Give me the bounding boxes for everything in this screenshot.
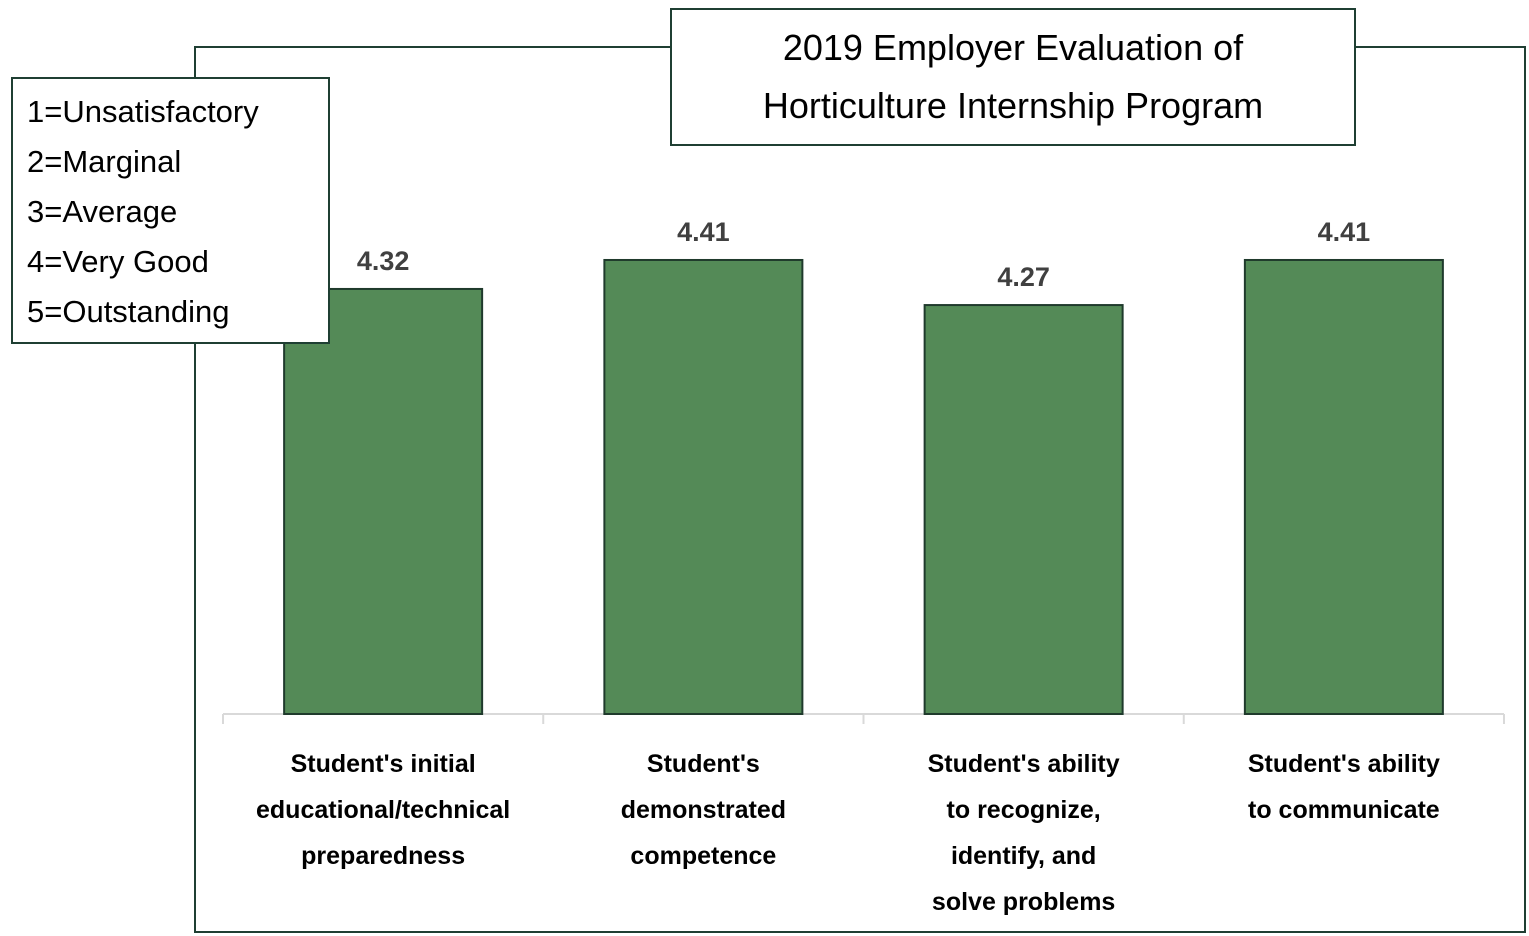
data-label: 4.41 — [677, 217, 730, 247]
category-label-line: educational/technical — [256, 796, 511, 824]
chart-title: 2019 Employer Evaluation of Horticulture… — [670, 8, 1356, 146]
category-label-line: Student's ability — [1247, 750, 1440, 778]
bar — [603, 258, 804, 715]
category-label-line: to communicate — [1248, 796, 1440, 824]
category-label-line: solve problems — [931, 888, 1116, 916]
category-label-line: identify, and — [950, 842, 1097, 870]
chart-title-line: Horticulture Internship Program — [762, 85, 1264, 126]
legend-item: 1=Unsatisfactory — [27, 94, 259, 129]
bar — [283, 287, 484, 715]
category-label-line: Student's ability — [927, 750, 1120, 778]
data-label: 4.32 — [357, 246, 410, 276]
category-label: Student's ability to communicate — [1179, 741, 1509, 833]
category-label: Student's initial educational/technical pr… — [218, 741, 548, 879]
category-label-line: Student's — [646, 750, 760, 778]
legend-item: 5=Outstanding — [27, 294, 230, 329]
bar — [923, 304, 1124, 715]
category-label-line: preparedness — [301, 842, 466, 870]
chart-title-line: 2019 Employer Evaluation of — [782, 27, 1244, 68]
category-label-line: competence — [630, 842, 777, 870]
category-label: Student's ability to recognize, identify, … — [859, 741, 1189, 925]
category-label-line: demonstrated — [620, 796, 787, 824]
legend-item: 4=Very Good — [27, 244, 209, 279]
data-label: 4.41 — [1318, 217, 1371, 247]
legend-item: 3=Average — [27, 194, 178, 229]
legend-item: 2=Marginal — [27, 144, 182, 179]
rating-scale-legend: 1=Unsatisfactory 2=Marginal 3=Average 4=… — [11, 77, 330, 344]
category-label-line: Student's initial — [290, 750, 476, 778]
bar — [1243, 258, 1444, 715]
category-label: Student's demonstrated competence — [538, 741, 868, 879]
data-label: 4.27 — [997, 262, 1050, 292]
category-label-line: to recognize, — [946, 796, 1101, 824]
